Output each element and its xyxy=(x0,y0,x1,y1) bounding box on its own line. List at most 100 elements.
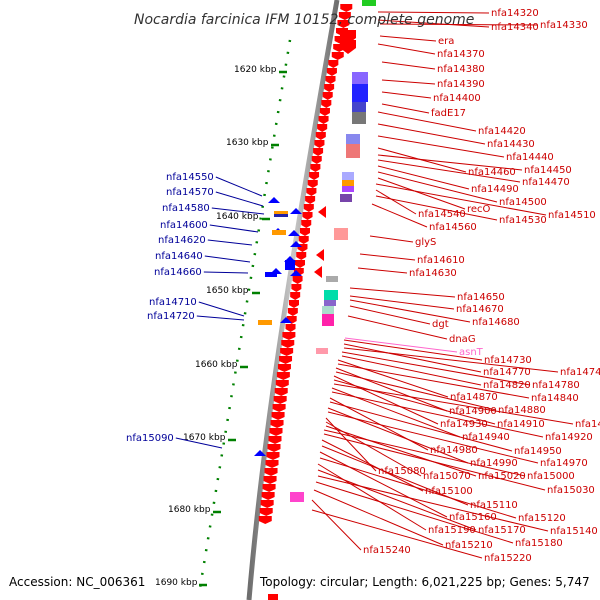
leader-line xyxy=(377,123,486,145)
reverse-gene-arrow xyxy=(290,208,302,214)
forward-gene-arrow xyxy=(318,116,329,124)
forward-gene-arrow xyxy=(322,92,333,100)
forward-gene-arrow xyxy=(276,372,290,380)
leader-line xyxy=(215,191,264,207)
gene-block xyxy=(352,102,366,114)
forward-gene-arrow xyxy=(272,404,286,412)
gene-label: nfa14650 xyxy=(457,292,505,303)
gene-label: nfa15180 xyxy=(515,538,563,549)
gene-labels: nfa14320 nfa14340 nfa14330 era nfa14370 nfa14… xyxy=(126,8,600,564)
gene-label: nfa14710 xyxy=(149,297,197,308)
leader-line xyxy=(321,445,469,506)
gene-label: nfa14320 xyxy=(491,8,539,19)
gene-glyphs xyxy=(254,0,376,600)
gene-label: nfa14980 xyxy=(430,445,478,456)
reverse-gene-block xyxy=(285,260,295,270)
gene-label: nfa14640 xyxy=(155,251,203,262)
reverse-gene-arrow xyxy=(254,450,266,456)
gene-block xyxy=(274,211,288,216)
forward-gene-arrow xyxy=(266,452,280,460)
genome-backbone xyxy=(246,0,340,600)
forward-gene-arrow xyxy=(274,388,288,396)
forward-gene-arrow xyxy=(306,188,317,196)
forward-gene-arrow xyxy=(261,492,275,500)
gene-block xyxy=(352,112,366,124)
gene-label: nfa14570 xyxy=(166,187,214,198)
gene-block xyxy=(322,314,334,326)
kbp-tick-label: 1690 kbp xyxy=(155,578,198,588)
leader-line xyxy=(317,463,427,531)
forward-gene-arrow xyxy=(290,292,301,300)
gene-label: nfa15240 xyxy=(363,545,411,556)
leader-line xyxy=(317,475,549,532)
leader-line xyxy=(347,315,448,340)
leader-line xyxy=(377,171,498,203)
gene-label: nfa14780 xyxy=(532,380,580,391)
leader-line xyxy=(211,207,265,215)
forward-gene-arrow xyxy=(258,516,272,524)
gene-label: nfa15170 xyxy=(478,525,526,536)
gene-label: nfa14730 xyxy=(484,355,532,366)
gene-label: nfa15110 xyxy=(470,500,518,511)
leader-line xyxy=(333,375,439,425)
forward-gene-arrow xyxy=(265,460,279,468)
leader-line xyxy=(203,271,249,274)
accession-text: Accession: NC_006361 xyxy=(9,575,145,589)
leader-line xyxy=(381,79,436,85)
leader-line xyxy=(311,509,483,559)
gene-label: nfa15140 xyxy=(550,526,598,537)
gene-label: nfa15190 xyxy=(428,525,476,536)
kbp-tick-label: 1680 kbp xyxy=(168,505,211,515)
forward-gene-arrow xyxy=(316,249,324,261)
forward-gene-arrow xyxy=(263,476,277,484)
forward-gene-arrow xyxy=(309,172,320,180)
gene-block xyxy=(324,290,338,300)
leader-line xyxy=(196,315,245,321)
gene-label: nfa14420 xyxy=(478,126,526,137)
gene-label: nfa14970 xyxy=(540,458,588,469)
forward-gene-arrow xyxy=(259,508,273,516)
gene-label: nfa14550 xyxy=(166,172,214,183)
gene-label: nfa15030 xyxy=(547,485,595,496)
leader-line xyxy=(375,195,498,221)
leader-line xyxy=(377,11,490,14)
leader-line xyxy=(379,35,437,42)
leader-line xyxy=(359,253,416,261)
leader-line xyxy=(323,429,526,477)
forward-gene-arrow xyxy=(285,324,296,332)
gene-label: nfa14930 xyxy=(440,419,488,430)
footer-right-bg xyxy=(256,572,600,592)
leader-line xyxy=(337,359,449,398)
gene-block xyxy=(352,84,368,102)
gene-label: nfa14890 xyxy=(575,419,600,430)
forward-gene-arrow xyxy=(321,100,332,108)
forward-gene-arrow xyxy=(275,380,289,388)
forward-gene-arrow xyxy=(280,348,294,356)
leader-line xyxy=(341,351,531,386)
gene-label: recO xyxy=(467,204,491,215)
forward-gene-arrow xyxy=(273,396,287,404)
leader-line xyxy=(377,111,477,132)
leader-line xyxy=(381,103,430,114)
kbp-tick-label: 1660 kbp xyxy=(195,360,238,370)
leader-line xyxy=(325,425,477,477)
gene-label: nfa14940 xyxy=(462,432,510,443)
gene-label: nfa15210 xyxy=(445,540,493,551)
forward-gene-arrow xyxy=(302,212,313,220)
gene-block xyxy=(334,228,348,240)
leader-line xyxy=(375,189,417,215)
forward-gene-arrow xyxy=(311,156,322,164)
gene-block xyxy=(290,492,304,502)
leader-line xyxy=(204,255,251,263)
gene-label: nfa14450 xyxy=(524,165,572,176)
leader-line xyxy=(323,433,546,491)
reverse-gene-arrow xyxy=(280,317,292,323)
gene-label: nfa14990 xyxy=(470,458,518,469)
reverse-gene-arrow xyxy=(290,270,302,276)
gene-block xyxy=(346,144,360,158)
forward-gene-arrow xyxy=(314,266,322,278)
gene-block xyxy=(324,300,336,306)
gene-block xyxy=(272,230,286,235)
forward-gene-arrow xyxy=(337,20,350,28)
leader-line xyxy=(377,19,490,28)
